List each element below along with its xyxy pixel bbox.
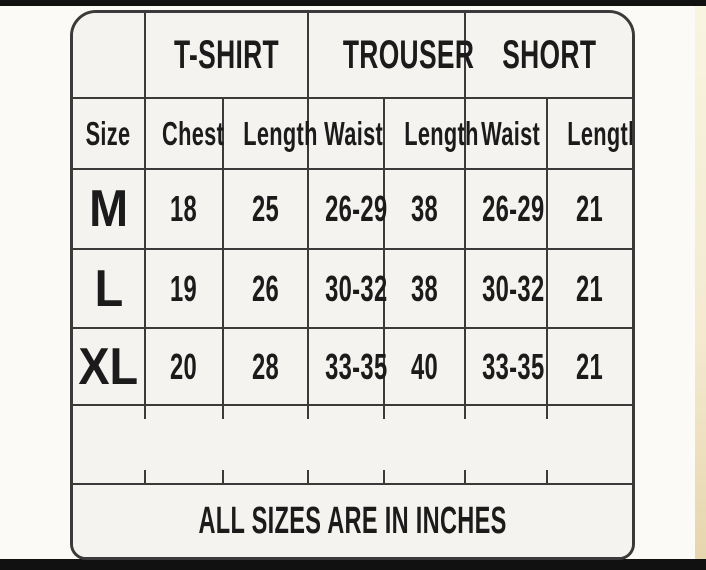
- col-header-length-short: Length: [547, 98, 632, 170]
- cell-m-trouser-waist: 26-29: [308, 169, 387, 250]
- empty-cell: [73, 405, 145, 485]
- cell-xl-trouser-waist: 33-35: [308, 328, 387, 406]
- cell-m-tshirt-length: 25: [223, 169, 310, 250]
- cell-xl-trouser-length: 40: [384, 328, 467, 406]
- table-row-m: M 18 25 26-29 38 26-29 21: [73, 169, 632, 250]
- empty-cell: [383, 405, 466, 485]
- empty-cell: [464, 405, 548, 485]
- cell-xl-chest: 20: [145, 328, 224, 406]
- column-header-row: Size Chest Length Waist Length Waist Len…: [73, 98, 632, 170]
- footer-note-cell: ALL SIZES ARE IN INCHES: [73, 484, 632, 557]
- empty-spacer-row: [73, 405, 632, 485]
- cell-m-trouser-length: 38: [384, 169, 467, 250]
- empty-cell: [144, 405, 223, 485]
- table-row-xl: XL 20 28 33-35 40 33-35 21: [73, 328, 632, 406]
- col-header-length-trouser: Length: [384, 98, 478, 170]
- cell-xl-tshirt-length: 28: [223, 328, 310, 406]
- cell-l-trouser-waist: 30-32: [308, 249, 387, 329]
- size-label-xl: XL: [73, 328, 146, 406]
- size-label-m: M: [73, 169, 146, 250]
- cell-m-chest: 18: [145, 169, 224, 250]
- size-chart-grid: T-SHIRT TROUSER SHORT Size Chest Length …: [73, 13, 632, 557]
- top-black-strip: [0, 0, 706, 6]
- empty-cell: [307, 405, 385, 485]
- cell-l-short-length: 21: [547, 249, 632, 329]
- col-header-chest: Chest: [145, 98, 224, 170]
- empty-cell: [546, 405, 632, 485]
- col-header-length-tshirt: Length: [223, 98, 317, 170]
- footer-row: ALL SIZES ARE IN INCHES: [73, 484, 632, 557]
- cell-l-short-waist: 30-32: [465, 249, 549, 329]
- col-header-waist-short: Waist: [465, 98, 549, 170]
- trouser-group-label: TROUSER: [342, 32, 475, 77]
- column-group-t-shirt: T-SHIRT: [145, 13, 310, 99]
- col-header-waist-trouser: Waist: [308, 98, 386, 170]
- cell-xl-short-waist: 33-35: [465, 328, 549, 406]
- cell-l-chest: 19: [145, 249, 224, 329]
- right-edge-tint: [695, 6, 706, 559]
- short-group-label: SHORT: [501, 32, 597, 77]
- cell-m-short-length: 21: [547, 169, 632, 250]
- cell-xl-short-length: 21: [547, 328, 632, 406]
- cell-m-short-waist: 26-29: [465, 169, 549, 250]
- col-header-size: Size: [73, 98, 146, 170]
- column-group-row: T-SHIRT TROUSER SHORT: [73, 13, 632, 99]
- t-shirt-group-label: T-SHIRT: [174, 32, 279, 77]
- column-group-trouser: TROUSER: [308, 13, 474, 99]
- column-group-short: SHORT: [465, 13, 632, 99]
- size-label-l: L: [73, 249, 146, 329]
- size-chart-table: T-SHIRT TROUSER SHORT Size Chest Length …: [70, 10, 635, 560]
- cell-l-tshirt-length: 26: [223, 249, 310, 329]
- bottom-black-bar: [0, 559, 706, 570]
- footer-note: ALL SIZES ARE IN INCHES: [198, 499, 507, 542]
- table-row-l: L 19 26 30-32 38 30-32 21: [73, 249, 632, 329]
- empty-cell: [221, 405, 309, 485]
- corner-cell: [73, 13, 146, 99]
- cell-l-trouser-length: 38: [384, 249, 467, 329]
